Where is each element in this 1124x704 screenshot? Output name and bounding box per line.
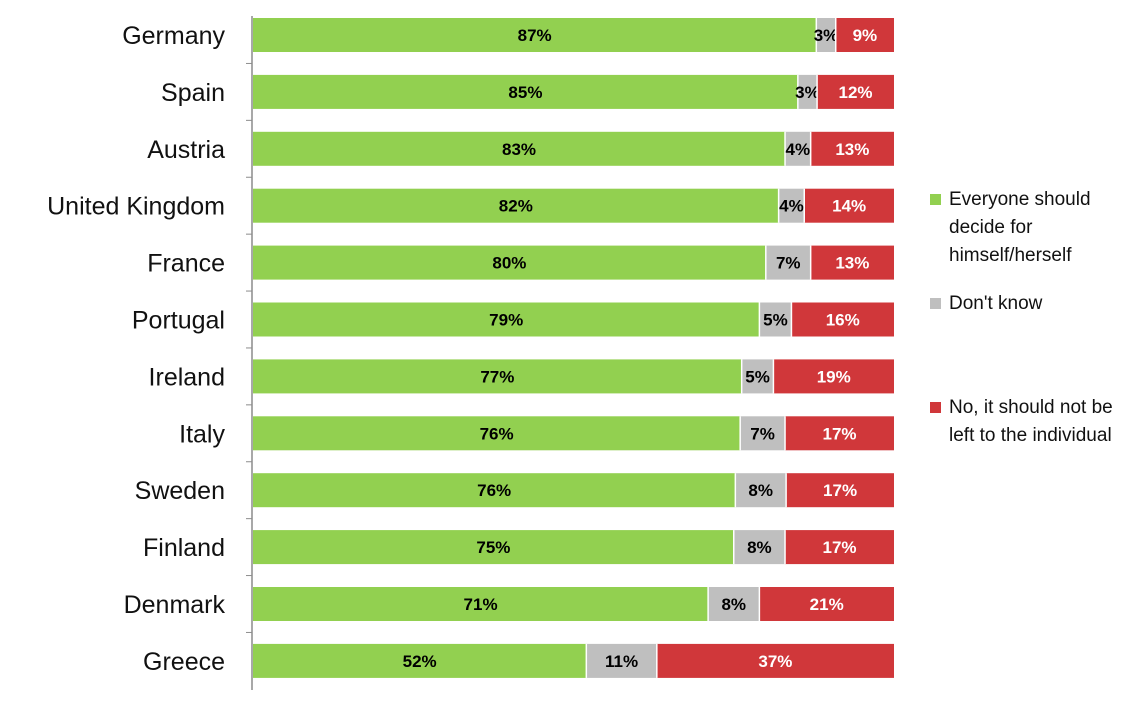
bar-segment xyxy=(253,18,817,52)
data-label: 13% xyxy=(835,254,869,273)
data-label: 3% xyxy=(814,26,839,45)
legend-item: No, it should not be left to the individ… xyxy=(930,394,1114,450)
bar-segment xyxy=(797,74,818,109)
bar-segment xyxy=(785,416,894,451)
bar-segment xyxy=(804,188,894,223)
category-label: Finland xyxy=(143,534,225,562)
data-label: 77% xyxy=(480,367,514,386)
bar-segment xyxy=(740,416,786,451)
data-label: 11% xyxy=(605,652,638,671)
bar-segment xyxy=(835,18,894,52)
bar-segment xyxy=(817,74,894,109)
data-label: 79% xyxy=(489,311,523,330)
legend-swatch xyxy=(930,298,941,309)
category-label: Austria xyxy=(147,136,225,164)
bar-segment xyxy=(253,587,709,621)
legend-swatch xyxy=(930,194,941,205)
bar-segment xyxy=(253,131,786,166)
category-label: France xyxy=(147,250,225,278)
bar-segment xyxy=(735,473,787,508)
legend-item: Don't know xyxy=(930,290,1114,318)
bar-segment xyxy=(785,530,894,565)
data-label: 85% xyxy=(508,83,542,102)
bar-segment xyxy=(733,530,786,565)
bar-segment xyxy=(810,131,894,166)
data-label: 12% xyxy=(839,83,873,102)
data-label: 7% xyxy=(750,424,775,443)
data-label: 8% xyxy=(748,481,773,500)
data-label: 5% xyxy=(745,367,770,386)
data-label: 14% xyxy=(832,197,866,216)
bar-segment xyxy=(253,302,760,337)
bar-segment xyxy=(741,359,774,394)
bar-segment xyxy=(253,643,587,678)
data-label: 37% xyxy=(758,652,792,671)
legend-label: No, it should not be left to the individ… xyxy=(949,397,1113,446)
bar-segment xyxy=(773,359,894,394)
data-label: 13% xyxy=(835,140,869,159)
data-label: 52% xyxy=(403,652,437,671)
bar-segment xyxy=(759,587,894,621)
data-label: 5% xyxy=(763,311,788,330)
bar-segment xyxy=(253,74,798,109)
category-label: Sweden xyxy=(135,477,225,505)
data-label: 8% xyxy=(747,538,772,557)
data-label: 8% xyxy=(721,595,746,614)
bar-segment xyxy=(708,587,760,621)
category-label: Portugal xyxy=(132,307,225,335)
category-label: Ireland xyxy=(149,363,225,391)
data-label: 16% xyxy=(826,311,860,330)
category-label: Italy xyxy=(179,420,225,448)
data-label: 17% xyxy=(822,538,856,557)
category-label: United Kingdom xyxy=(47,193,225,221)
data-label: 3% xyxy=(795,83,820,102)
data-label: 71% xyxy=(464,595,498,614)
data-label: 75% xyxy=(476,538,510,557)
bar-segment xyxy=(810,245,894,280)
bar-segment xyxy=(253,245,766,280)
data-label: 76% xyxy=(480,424,514,443)
data-label: 80% xyxy=(492,254,526,273)
bar-segment xyxy=(253,473,736,508)
data-label: 76% xyxy=(477,481,511,500)
bar-segment xyxy=(253,416,741,451)
legend-label: Don't know xyxy=(949,293,1043,314)
bar-segment xyxy=(778,188,805,223)
bar-segment xyxy=(253,188,779,223)
bar-segment xyxy=(759,302,792,337)
data-label: 4% xyxy=(779,197,804,216)
data-label: 17% xyxy=(823,481,857,500)
category-label: Germany xyxy=(122,22,225,50)
data-label: 17% xyxy=(822,424,856,443)
bar-segment xyxy=(253,359,742,394)
data-label: 9% xyxy=(853,26,878,45)
bar-segment xyxy=(786,473,894,508)
bar-segment xyxy=(656,643,894,678)
data-label: 87% xyxy=(518,26,552,45)
legend-label: Everyone should decide for himself/herse… xyxy=(949,189,1091,266)
data-label: 19% xyxy=(817,367,851,386)
bar-segment xyxy=(816,18,836,52)
legend-swatch xyxy=(930,402,941,413)
bar-segment xyxy=(791,302,894,337)
legend-item: Everyone should decide for himself/herse… xyxy=(930,186,1114,270)
data-label: 21% xyxy=(810,595,844,614)
data-label: 82% xyxy=(499,197,533,216)
data-label: 4% xyxy=(786,140,811,159)
category-label: Spain xyxy=(161,79,225,107)
bar-segment xyxy=(253,530,734,565)
category-label: Greece xyxy=(143,648,225,676)
data-label: 7% xyxy=(776,254,801,273)
bar-segment xyxy=(785,131,811,166)
data-label: 83% xyxy=(502,140,536,159)
category-label: Denmark xyxy=(124,591,226,619)
bar-segment xyxy=(586,643,657,678)
bar-segment xyxy=(765,245,811,280)
